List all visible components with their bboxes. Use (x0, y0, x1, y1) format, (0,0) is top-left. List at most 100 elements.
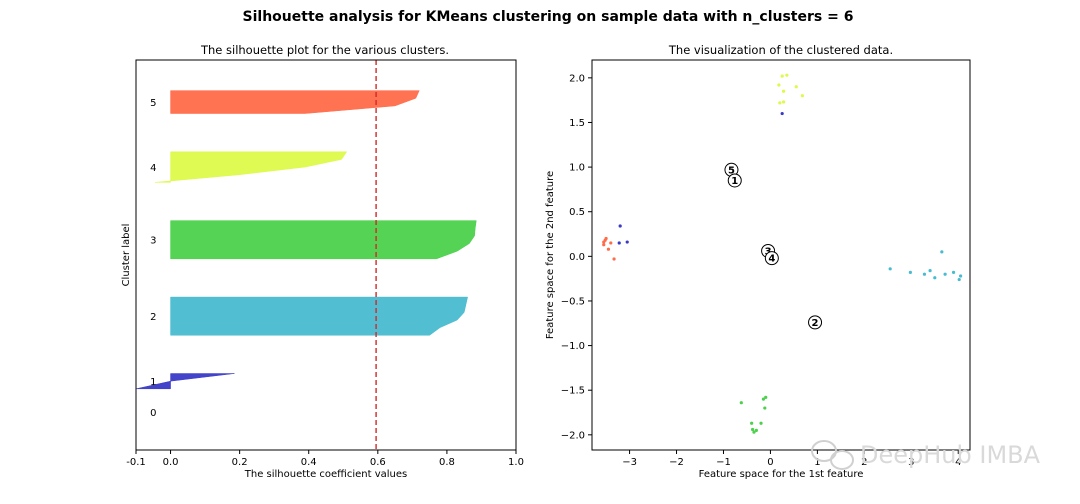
scatter-x-axis-label: Feature space for the 1st feature (699, 469, 864, 480)
scatter-y-ticks: −2.0 −1.5 −1.0 −0.5 0.0 0.5 1.0 1.5 2.0 (561, 73, 592, 441)
scatter-y-axis-label: Feature space for the 2nd feature (545, 171, 556, 339)
scatter-point (943, 272, 947, 276)
scatter-point (625, 240, 629, 244)
scatter-plot-title: The visualization of the clustered data. (668, 43, 893, 57)
silhouette-x-tick-label: 0.0 (163, 457, 179, 468)
scatter-y-tick-label: −0.5 (561, 296, 585, 307)
scatter-point (759, 421, 763, 425)
scatter-y-tick-label: 0.5 (569, 207, 585, 218)
scatter-x-tick-label: −2 (669, 457, 684, 468)
scatter-point (940, 250, 944, 254)
watermark-text: DeepHub IMBA (860, 441, 1041, 469)
scatter-x-ticks: −3 −2 −1 0 1 2 3 4 (622, 450, 961, 468)
scatter-point (739, 401, 743, 405)
scatter-x-tick-label: −1 (716, 457, 731, 468)
silhouette-y-axis-label: Cluster label (121, 224, 132, 287)
scatter-x-tick-label: 0 (767, 457, 773, 468)
scatter-point (785, 73, 789, 77)
figure-suptitle: Silhouette analysis for KMeans clusterin… (243, 9, 854, 25)
cluster-center-marker (808, 315, 823, 330)
silhouette-x-tick-label: 0.2 (232, 457, 248, 468)
scatter-point (617, 241, 621, 245)
cluster-center-marker (764, 251, 779, 266)
cluster-center-label: 1 (731, 176, 738, 187)
cluster-center-label: 4 (768, 254, 775, 265)
cluster-scatter-axes: The visualization of the clustered data.… (545, 43, 971, 480)
scatter-point (957, 277, 961, 282)
silhouette-x-tick-label: -0.1 (126, 457, 146, 468)
cluster-label-3: 3 (150, 236, 156, 247)
silhouette-x-axis-label: The silhouette coefficient values (244, 469, 408, 480)
silhouette-x-ticks: -0.1 0.0 0.2 0.4 0.6 0.8 1.0 (126, 450, 524, 468)
cluster-center-marker (727, 173, 742, 188)
scatter-point (794, 85, 798, 89)
cluster-center-4: 4 (764, 251, 779, 266)
scatter-point (606, 247, 611, 251)
scatter-point (604, 236, 608, 241)
scatter-points (602, 73, 963, 434)
scatter-point (764, 395, 768, 399)
cluster-center-label: 5 (728, 165, 735, 176)
scatter-point (750, 421, 754, 425)
scatter-y-tick-label: 1.5 (569, 118, 585, 129)
scatter-point (800, 94, 804, 98)
watermark: DeepHub IMBA (811, 440, 1041, 470)
scatter-point (888, 267, 892, 271)
scatter-point (602, 243, 606, 247)
scatter-point (951, 270, 956, 275)
cluster-center-2: 2 (808, 315, 823, 330)
scatter-point (754, 428, 758, 432)
scatter-y-tick-label: 2.0 (569, 73, 585, 84)
cluster-label-1: 1 (150, 377, 156, 388)
scatter-y-tick-label: −2.0 (561, 430, 585, 441)
silhouette-x-tick-label: 0.4 (301, 457, 317, 468)
scatter-point (933, 276, 937, 280)
scatter-point (750, 427, 755, 432)
scatter-x-tick-label: 3 (908, 457, 914, 468)
scatter-point (778, 101, 782, 105)
silhouette-plot-axes: The silhouette plot for the various clus… (121, 43, 524, 480)
scatter-point (763, 406, 767, 410)
scatter-point (612, 257, 616, 261)
scatter-x-tick-label: 1 (814, 457, 820, 468)
scatter-y-tick-label: −1.0 (561, 341, 585, 352)
scatter-y-tick-label: 1.0 (569, 163, 585, 174)
scatter-point (959, 274, 963, 278)
silhouette-fill-cluster-1 (135, 373, 235, 390)
cluster-center-label: 3 (765, 246, 772, 257)
cluster-label-5: 5 (150, 98, 156, 109)
cluster-centers: 51 34 2 (724, 162, 823, 330)
silhouette-fill-cluster-2 (170, 296, 468, 336)
cluster-center-1: 1 (727, 173, 742, 188)
scatter-plot-frame (591, 59, 971, 451)
cluster-label-4: 4 (150, 163, 156, 174)
scatter-point (761, 397, 765, 401)
silhouette-x-tick-label: 0.6 (370, 457, 386, 468)
scatter-point (609, 241, 613, 245)
scatter-x-tick-label: 4 (955, 457, 961, 468)
silhouette-x-tick-label: 0.8 (439, 457, 455, 468)
scatter-point (752, 430, 756, 434)
scatter-y-tick-label: 0.0 (569, 252, 585, 263)
silhouette-plot-title: The silhouette plot for the various clus… (200, 43, 449, 57)
chat-bubbles-icon (811, 440, 854, 470)
scatter-point (928, 269, 932, 273)
scatter-point (777, 83, 781, 87)
silhouette-fill-cluster-5 (170, 90, 420, 114)
scatter-point (780, 74, 784, 78)
silhouette-fill-cluster-4 (154, 151, 348, 183)
silhouette-fills (135, 90, 477, 390)
silhouette-fill-cluster-3 (170, 220, 477, 260)
scatter-point (780, 111, 784, 116)
cluster-label-0: 0 (150, 408, 156, 419)
scatter-x-tick-label: −3 (622, 457, 637, 468)
scatter-point (908, 270, 912, 275)
cluster-label-2: 2 (150, 312, 156, 323)
silhouette-plot-frame (135, 59, 517, 451)
silhouette-x-tick-label: 1.0 (508, 457, 524, 468)
scatter-point (618, 224, 622, 228)
cluster-labels: 0 1 2 3 4 5 (150, 98, 156, 419)
cluster-center-label: 2 (812, 318, 819, 329)
scatter-point (602, 240, 606, 244)
scatter-point (781, 100, 786, 104)
